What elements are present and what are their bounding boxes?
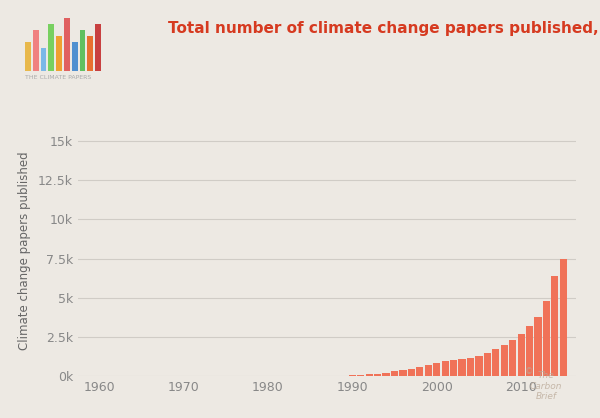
Text: The
Carbon
Brief: The Carbon Brief xyxy=(530,372,562,401)
Bar xyxy=(484,353,491,376)
Bar xyxy=(543,301,550,376)
Bar xyxy=(526,326,533,376)
Bar xyxy=(64,18,70,71)
Bar xyxy=(442,361,449,376)
Bar xyxy=(560,259,567,376)
Bar xyxy=(400,370,407,376)
Bar xyxy=(408,369,415,376)
Bar xyxy=(88,36,93,71)
Bar xyxy=(365,375,373,376)
Bar xyxy=(357,375,364,376)
Bar xyxy=(492,349,499,376)
Bar xyxy=(72,42,77,71)
Bar xyxy=(95,24,101,71)
Bar xyxy=(25,42,31,71)
Bar xyxy=(500,345,508,376)
Bar xyxy=(551,276,559,376)
Bar xyxy=(391,371,398,376)
Bar xyxy=(56,36,62,71)
Bar xyxy=(433,363,440,376)
Bar xyxy=(33,30,38,71)
Text: THE CLIMATE PAPERS: THE CLIMATE PAPERS xyxy=(25,75,91,80)
Bar xyxy=(49,24,54,71)
Bar xyxy=(382,373,389,376)
Bar xyxy=(535,317,542,376)
Bar xyxy=(349,375,356,376)
Bar xyxy=(41,48,46,71)
Bar xyxy=(80,30,85,71)
Bar xyxy=(425,365,432,376)
Y-axis label: Climate change papers published: Climate change papers published xyxy=(18,151,31,350)
Bar xyxy=(416,367,424,376)
Bar xyxy=(475,356,482,376)
Bar xyxy=(518,334,525,376)
Bar xyxy=(467,358,474,376)
Text: ©: © xyxy=(525,367,533,376)
Bar xyxy=(509,340,516,376)
Bar xyxy=(450,360,457,376)
Text: Total number of climate change papers published, by year: Total number of climate change papers pu… xyxy=(168,21,600,36)
Bar xyxy=(374,374,381,376)
Bar xyxy=(458,359,466,376)
